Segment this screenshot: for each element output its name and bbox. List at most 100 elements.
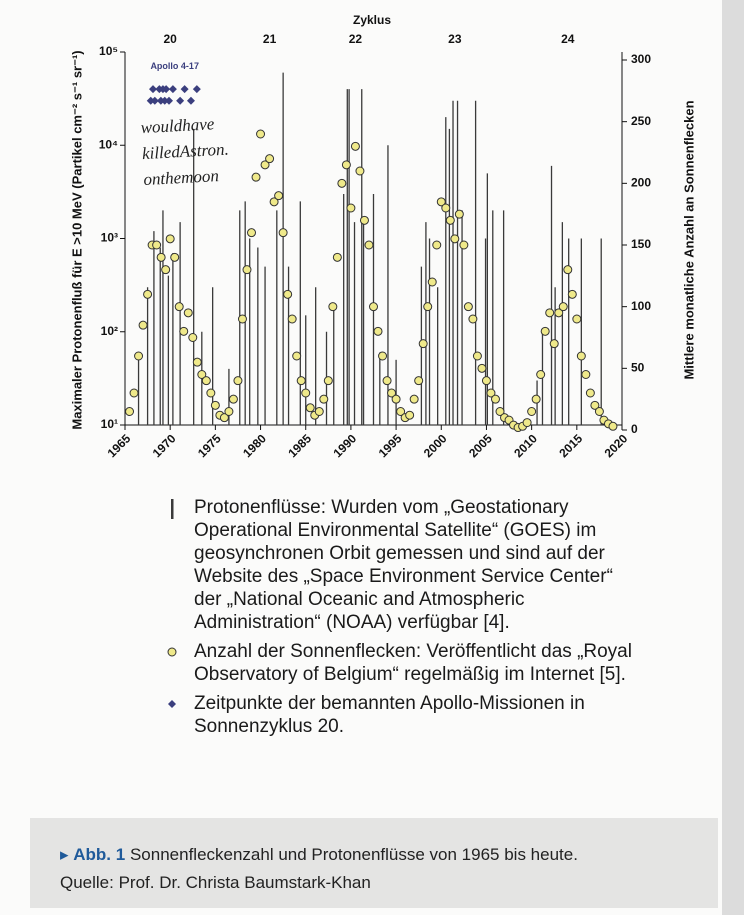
caption-label: Abb. 1 (73, 845, 126, 864)
sunspot-point (594, 407, 604, 416)
y2-tick-label: 50 (631, 361, 645, 375)
caption-line: ▸ Abb. 1 Sonnenfleckenzahl und Protonenf… (60, 845, 578, 865)
legend-text: Protonenflüsse: Wurden vom „Geostationar… (194, 497, 613, 633)
sunspot-point (387, 388, 397, 398)
legend: Protonenflüsse: Wurden vom „Geostationar… (160, 496, 660, 744)
sunspot-point (391, 394, 401, 404)
y2-tick-label: 250 (631, 114, 651, 128)
sunspot-point (522, 418, 532, 428)
sunspot-point (251, 172, 261, 182)
sunspot-point (314, 407, 324, 416)
cycle-label: 20 (164, 32, 178, 46)
apollo-marker (162, 85, 171, 94)
y-tick-label: 10³ (101, 231, 118, 245)
sunspot-point (247, 228, 257, 238)
sunspot-point (170, 252, 180, 262)
x-tick-label: 1995 (376, 431, 405, 460)
apollo-marker (192, 85, 201, 94)
apollo-marker (165, 96, 174, 105)
caption-arrow: ▸ (60, 845, 74, 864)
sunspot-point (608, 421, 618, 431)
sunspot-point (427, 277, 437, 287)
sunspot-point (328, 302, 338, 312)
handwritten-note: wouldhave killedAstron. onthemoon (140, 114, 230, 190)
y-tick-label: 10⁴ (99, 137, 118, 151)
sunspot-point (287, 314, 297, 324)
cycle-label: 21 (263, 32, 277, 46)
x-tick-label: 1990 (330, 431, 359, 460)
sunspot-point (409, 394, 419, 404)
sunspot-point (405, 410, 415, 420)
x-tick-label: 1970 (150, 431, 179, 460)
cycle-label: 22 (349, 32, 363, 46)
sunspot-point (477, 363, 487, 373)
sunspot-point (219, 413, 229, 423)
sunspot-point (558, 302, 568, 312)
sunspot-point (197, 370, 207, 379)
caption-text: Sonnenfleckenzahl und Protonenflüsse von… (129, 845, 578, 864)
apollo-marker (150, 96, 159, 105)
sunspot-point (445, 215, 455, 225)
chart: Zyklus Maximaler Protonenfluß für E >10 … (69, 13, 696, 460)
annotation: Apollo 4-17 (150, 61, 199, 71)
apollo-marker (186, 96, 195, 105)
sunspot-point (242, 265, 252, 275)
y2-tick-label: 0 (631, 422, 638, 436)
sunspot-point (256, 129, 266, 139)
sunspot-point (332, 252, 342, 262)
sunspot-point (125, 407, 135, 416)
y2-axis-label: Mittlere monatliche Anzahl an Sonnenflec… (681, 100, 696, 379)
x-tick-label: 1975 (195, 431, 224, 460)
sunspot-point (527, 407, 537, 416)
sunspot-point (265, 154, 275, 164)
legend-marker (167, 647, 177, 657)
y2-tick-label: 300 (631, 52, 651, 66)
sunspot-point (418, 339, 428, 349)
caption-box: ▸ Abb. 1 Sonnenfleckenzahl und Protonenf… (30, 818, 718, 908)
legend-marker (171, 499, 174, 519)
sunspot-point (468, 314, 478, 324)
x-tick-label: 2010 (511, 431, 540, 460)
legend-symbol (167, 647, 177, 657)
sunspot-point (459, 240, 469, 250)
y2-tick-label: 200 (631, 176, 651, 190)
apollo-marker (168, 85, 177, 94)
x-tick-label: 2005 (466, 431, 495, 460)
sunspot-point (545, 308, 555, 318)
sunspot-point (567, 289, 577, 299)
y-axis-label: Maximaler Protonenfluß für E >10 MeV (Pa… (69, 50, 84, 429)
cycle-label: 24 (561, 32, 575, 46)
sunspot-point (283, 289, 293, 299)
sunspot-point (359, 215, 369, 225)
sunspot-point (373, 326, 383, 336)
sunspot-point (201, 376, 211, 386)
sunspot-point (590, 400, 600, 410)
y-tick-label: 10² (101, 324, 118, 338)
cycle-label: 23 (448, 32, 462, 46)
sunspot-point (378, 351, 388, 361)
sunspot-point (143, 289, 153, 299)
apollo-marker (149, 85, 158, 94)
sunspot-point (134, 351, 144, 361)
sunspot-point (436, 197, 446, 207)
apollo-marker (160, 96, 169, 105)
sunspot-point (369, 302, 378, 312)
sunspot-point (269, 197, 279, 207)
legend-item: Anzahl der Sonnenflecken: Veröffentlicht… (160, 640, 660, 686)
sunspot-point (165, 234, 175, 244)
sunspot-point (481, 376, 491, 386)
sunspot-point (206, 388, 216, 398)
apollo-marker (146, 96, 155, 105)
sunspot-point (396, 407, 406, 416)
y2-tick-label: 150 (631, 237, 651, 251)
legend-symbol (171, 499, 174, 519)
sunspot-point (260, 160, 270, 170)
sunspot-point (210, 400, 220, 410)
sunspot-point (536, 370, 546, 379)
sunspot-point (138, 320, 148, 330)
sunspot-point (183, 308, 193, 318)
sunspot-point (305, 403, 315, 413)
sunspot-point (472, 351, 482, 361)
x-tick-label: 2015 (556, 431, 585, 460)
sunspot-point (563, 265, 573, 275)
